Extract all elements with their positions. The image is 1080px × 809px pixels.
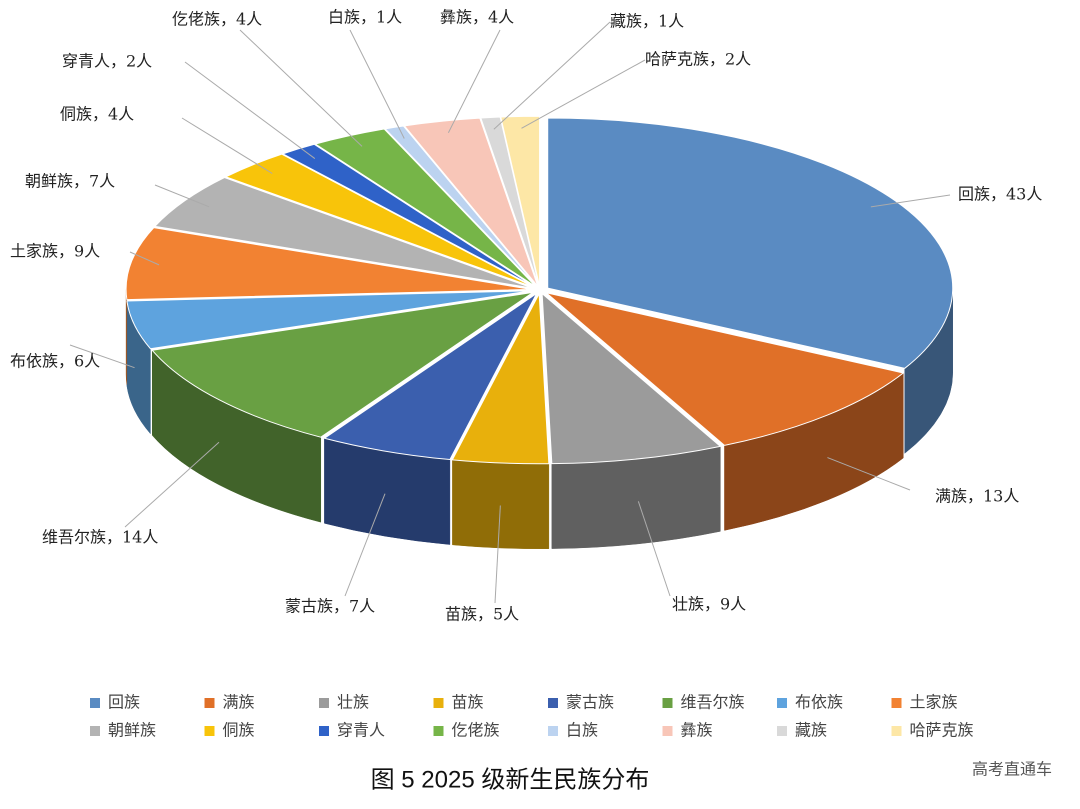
legend-swatch bbox=[548, 726, 558, 736]
legend-label: 穿青人 bbox=[337, 721, 385, 740]
legend-swatch bbox=[90, 698, 100, 708]
leader-line bbox=[344, 493, 386, 597]
legend-label: 壮族 bbox=[337, 693, 369, 712]
legend-label: 土家族 bbox=[910, 693, 958, 712]
legend-swatch bbox=[204, 726, 215, 736]
legend-swatch bbox=[319, 726, 329, 736]
data-label: 彝族，4人 bbox=[440, 8, 514, 27]
data-label: 藏族，1人 bbox=[610, 12, 684, 31]
data-label: 壮族，9人 bbox=[672, 595, 746, 614]
leader-line bbox=[447, 29, 501, 133]
data-label: 蒙古族，7人 bbox=[285, 597, 375, 616]
leader-line bbox=[827, 457, 911, 491]
legend-swatch bbox=[90, 726, 100, 736]
legend-swatch bbox=[891, 726, 902, 736]
legend-label: 侗族 bbox=[223, 721, 255, 740]
data-label: 哈萨克族，2人 bbox=[645, 50, 751, 69]
slice bbox=[126, 290, 532, 350]
slice bbox=[500, 115, 541, 287]
legend-label: 维吾尔族 bbox=[681, 693, 745, 712]
leader-line bbox=[181, 117, 273, 174]
legend-label: 白族 bbox=[566, 721, 598, 740]
data-label: 仡佬族，4人 bbox=[172, 10, 262, 29]
leader-line bbox=[493, 21, 611, 130]
slice bbox=[547, 117, 954, 369]
data-label: 满族，13人 bbox=[935, 487, 1019, 506]
leader-line bbox=[129, 251, 160, 266]
slice bbox=[153, 177, 533, 289]
legend-label: 藏族 bbox=[795, 721, 827, 740]
leader-line bbox=[154, 184, 210, 208]
data-label: 侗族，4人 bbox=[60, 105, 134, 124]
legend-label: 回族 bbox=[108, 693, 140, 712]
slice bbox=[403, 117, 539, 287]
leader-line bbox=[124, 441, 220, 528]
legend-label: 朝鲜族 bbox=[108, 721, 156, 740]
legend-label: 蒙古族 bbox=[566, 693, 614, 712]
slice bbox=[545, 292, 905, 446]
slice bbox=[541, 292, 722, 465]
data-label: 维吾尔族，14人 bbox=[42, 528, 158, 547]
legend-swatch bbox=[777, 726, 787, 736]
slice bbox=[314, 128, 537, 288]
slice bbox=[323, 293, 538, 461]
legend-swatch bbox=[548, 698, 558, 708]
data-label: 穿青人，2人 bbox=[62, 52, 152, 71]
legend-label: 哈萨克族 bbox=[910, 721, 974, 740]
leader-line bbox=[239, 29, 363, 147]
legend-swatch bbox=[662, 726, 673, 736]
data-label: 白族，1人 bbox=[328, 8, 402, 27]
leader-line bbox=[521, 59, 646, 129]
slice-wall bbox=[452, 459, 550, 549]
data-label: 苗族，5人 bbox=[445, 605, 519, 624]
legend-label: 满族 bbox=[223, 693, 255, 712]
slice-wall bbox=[125, 289, 128, 385]
slice bbox=[125, 227, 532, 301]
leader-line bbox=[494, 505, 501, 604]
data-label: 回族，43人 bbox=[958, 185, 1042, 204]
legend-label: 布依族 bbox=[795, 693, 843, 712]
pie-tops bbox=[125, 115, 954, 465]
legend-swatch bbox=[433, 726, 444, 736]
leader-line bbox=[349, 29, 405, 139]
legend-label: 彝族 bbox=[681, 721, 713, 740]
legend-swatch bbox=[204, 698, 215, 708]
watermark: 高考直通车 bbox=[972, 760, 1052, 779]
leader-line bbox=[870, 194, 951, 208]
leader-line bbox=[637, 501, 671, 597]
legend-label: 仡佬族 bbox=[452, 721, 500, 740]
leader-line bbox=[69, 344, 135, 369]
legend-swatch bbox=[662, 698, 673, 708]
slice bbox=[480, 116, 540, 287]
legend-label: 苗族 bbox=[452, 693, 484, 712]
slice bbox=[384, 125, 538, 287]
slice bbox=[451, 291, 550, 465]
legend-swatch bbox=[777, 698, 787, 708]
slice bbox=[281, 143, 536, 288]
chart-title: 图 5 2025 级新生民族分布 bbox=[371, 766, 650, 793]
leaders bbox=[69, 21, 951, 604]
legend-swatch bbox=[319, 698, 329, 708]
data-label: 朝鲜族，7人 bbox=[25, 172, 115, 191]
pie-walls bbox=[125, 288, 953, 549]
slice bbox=[224, 153, 534, 288]
legend-swatch bbox=[433, 698, 444, 708]
leader-line bbox=[184, 61, 316, 159]
slice bbox=[151, 291, 534, 438]
data-label: 布依族，6人 bbox=[10, 352, 100, 371]
legend-swatch bbox=[891, 698, 902, 708]
data-label: 土家族，9人 bbox=[10, 242, 100, 261]
